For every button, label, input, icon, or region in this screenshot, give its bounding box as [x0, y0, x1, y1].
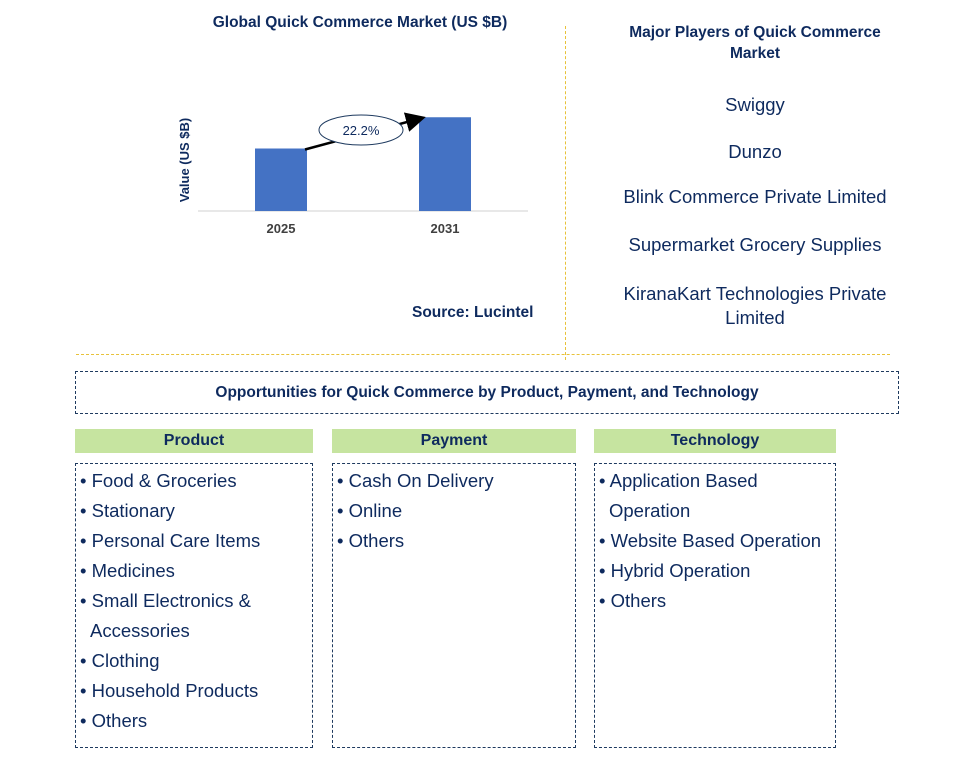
- source-note: Source: Lucintel: [412, 304, 534, 321]
- list-item: • Others: [80, 710, 148, 731]
- player-supermarket-grocery: Supermarket Grocery Supplies: [628, 234, 882, 255]
- product-header: Product: [75, 429, 313, 453]
- bar-2025: [255, 148, 307, 211]
- bar-chart: Value (US $B) 2025 2031 22.2%: [177, 112, 528, 236]
- list-item: • Others: [599, 590, 667, 611]
- growth-rate-ellipse: [318, 114, 404, 146]
- list-item: • Clothing: [80, 650, 160, 671]
- list-item: • Stationary: [80, 500, 175, 521]
- list-item: • Cash On Delivery: [337, 470, 494, 491]
- horizontal-divider: [76, 354, 890, 355]
- player-blink-commerce: Blink Commerce Private Limited: [623, 186, 887, 207]
- player-swiggy: Swiggy: [725, 94, 785, 115]
- player-kiranakart: KiranaKart Technologies Private Limited: [623, 283, 887, 328]
- growth-rate-label: 22.2%: [343, 123, 380, 138]
- x-tick-label-2025: 2025: [267, 221, 296, 236]
- vertical-divider: [565, 26, 566, 360]
- x-tick-label-2031: 2031: [431, 221, 460, 236]
- players-title: Major Players of Quick Commerce Market: [629, 24, 881, 62]
- list-item: • Hybrid Operation: [599, 560, 751, 581]
- product-list: • Food & Groceries • Stationary • Person…: [75, 463, 313, 748]
- technology-header: Technology: [594, 429, 836, 453]
- list-item: • Medicines: [80, 560, 175, 581]
- technology-list: • Application Based Operation • Website …: [594, 463, 836, 748]
- chart-title: Global Quick Commerce Market (US $B): [212, 14, 508, 31]
- payment-header: Payment: [332, 429, 576, 453]
- player-dunzo: Dunzo: [728, 141, 782, 162]
- list-item: • Personal Care Items: [80, 530, 261, 551]
- list-item: • Online: [337, 500, 403, 521]
- list-item: • Application Based Operation: [599, 470, 758, 521]
- y-axis-label: Value (US $B): [177, 118, 192, 203]
- opportunities-title: Opportunities for Quick Commerce by Prod…: [75, 371, 899, 414]
- list-item: • Others: [337, 530, 405, 551]
- list-item: • Website Based Operation: [599, 530, 822, 551]
- list-item: • Household Products: [80, 680, 259, 701]
- payment-list: • Cash On Delivery • Online • Others: [332, 463, 576, 748]
- list-item: • Small Electronics & Accessories: [80, 590, 251, 641]
- list-item: • Food & Groceries: [80, 470, 237, 491]
- bar-2031: [419, 117, 471, 211]
